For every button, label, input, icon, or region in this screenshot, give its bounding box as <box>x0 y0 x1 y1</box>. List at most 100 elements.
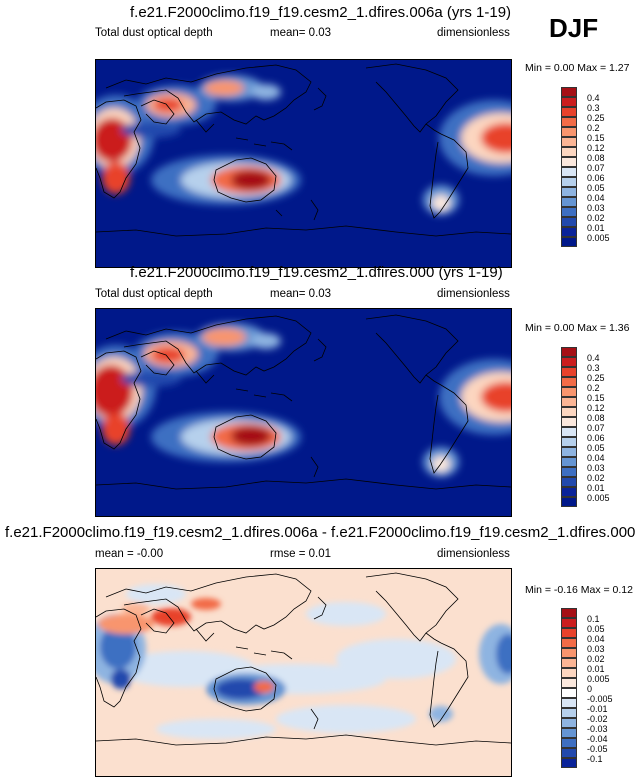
colorbar-tick-label: 0.07 <box>587 423 605 433</box>
colorbar-tick-label: -0.01 <box>587 704 608 714</box>
colorbar-swatch <box>561 377 577 387</box>
colorbar-swatch <box>561 678 577 688</box>
colorbar-tick-label: 0.03 <box>587 463 605 473</box>
colorbar-swatch <box>561 628 577 638</box>
panel2-units-label: dimensionless <box>437 288 510 300</box>
colorbar-tick-label: 0.05 <box>587 624 605 634</box>
panel2-colorbar <box>561 347 577 507</box>
colorbar-tick-label: 0.06 <box>587 433 605 443</box>
panel3-rmse-label: rmse = 0.01 <box>270 548 332 560</box>
colorbar-swatch <box>561 437 577 447</box>
colorbar-swatch <box>561 127 577 137</box>
colorbar-tick-label: 0.12 <box>587 403 605 413</box>
colorbar-swatch <box>561 608 577 618</box>
colorbar-swatch <box>561 457 577 467</box>
colorbar-tick-label: 0.02 <box>587 473 605 483</box>
colorbar-swatch <box>561 718 577 728</box>
colorbar-swatch <box>561 638 577 648</box>
panel2-mean-label: mean= 0.03 <box>270 288 332 300</box>
panel1-title: f.e21.F2000climo.f19_f19.cesm2_1.dfires.… <box>130 4 512 21</box>
panel3-map-svg <box>96 569 511 776</box>
colorbar-swatch <box>561 698 577 708</box>
colorbar-tick-label: 0.4 <box>587 93 600 103</box>
colorbar-swatch <box>561 167 577 177</box>
colorbar-swatch <box>561 177 577 187</box>
colorbar-tick-label: 0 <box>587 684 593 694</box>
colorbar-tick-label: 0.01 <box>587 664 605 674</box>
colorbar-swatch <box>561 227 577 237</box>
panel2-colorbar-labels: 0.4 0.3 0.25 0.2 0.15 0.12 0.08 0.07 0.06 0.05 0.0… <box>587 353 610 503</box>
colorbar-tick-label: 0.05 <box>587 183 605 193</box>
colorbar-tick-label: 0.02 <box>587 213 605 223</box>
panel1-map-svg <box>96 60 511 267</box>
panel1-colorbar-swatches <box>561 87 577 247</box>
colorbar-tick-label: 0.005 <box>587 493 610 503</box>
colorbar-swatch <box>561 237 577 247</box>
colorbar-swatch <box>561 648 577 658</box>
colorbar-tick-label: 0.12 <box>587 143 605 153</box>
colorbar-swatch <box>561 497 577 507</box>
colorbar-tick-label: 0.005 <box>587 674 610 684</box>
colorbar-tick-label: 0.03 <box>587 644 605 654</box>
panel3-title: f.e21.F2000climo.f19_f19.cesm2_1.dfires.… <box>5 524 636 541</box>
colorbar-tick-label: 0.07 <box>587 163 605 173</box>
colorbar-swatch <box>561 397 577 407</box>
season-label: DJF <box>549 13 599 43</box>
colorbar-swatch <box>561 407 577 417</box>
colorbar-tick-label: -0.02 <box>587 714 608 724</box>
panel2-dust-field <box>96 323 511 477</box>
colorbar-swatch <box>561 688 577 698</box>
colorbar-tick-label: 0.08 <box>587 153 605 163</box>
colorbar-tick-label: 0.005 <box>587 233 610 243</box>
panel2-minmax: Min = 0.00 Max = 1.36 <box>525 322 630 334</box>
colorbar-tick-label: 0.15 <box>587 393 605 403</box>
panel2-coastlines <box>96 314 511 490</box>
panel3-mean-label: mean = -0.00 <box>95 548 164 560</box>
colorbar-tick-label: -0.1 <box>587 754 603 764</box>
colorbar-swatch <box>561 447 577 457</box>
colorbar-swatch <box>561 187 577 197</box>
colorbar-tick-label: -0.05 <box>587 744 608 754</box>
colorbar-tick-label: -0.03 <box>587 724 608 734</box>
colorbar-swatch <box>561 367 577 377</box>
panel1-coastlines <box>96 63 511 237</box>
colorbar-swatch <box>561 758 577 768</box>
colorbar-tick-label: 0.04 <box>587 453 605 463</box>
colorbar-swatch <box>561 107 577 117</box>
colorbar-tick-label: 0.2 <box>587 383 600 393</box>
colorbar-tick-label: 0.15 <box>587 133 605 143</box>
colorbar-swatch <box>561 467 577 477</box>
colorbar-swatch <box>561 487 577 497</box>
panel1-colorbar-labels: 0.4 0.3 0.25 0.2 0.15 0.12 0.08 0.07 0.06 0.05 0.0… <box>587 93 610 243</box>
panel1-colorbar <box>561 87 577 247</box>
colorbar-tick-label: 0.1 <box>587 614 600 624</box>
colorbar-swatch <box>561 357 577 367</box>
panel2-map-svg <box>96 309 511 516</box>
colorbar-tick-label: 0.08 <box>587 413 605 423</box>
colorbar-tick-label: 0.25 <box>587 373 605 383</box>
colorbar-tick-label: 0.01 <box>587 483 605 493</box>
colorbar-swatch <box>561 137 577 147</box>
panel3-colorbar-labels: 0.1 0.05 0.04 0.03 0.02 0.01 0.005 0 -0.005 -0.01… <box>587 614 613 764</box>
panel1-dust-field <box>96 75 511 215</box>
colorbar-swatch <box>561 387 577 397</box>
colorbar-swatch <box>561 97 577 107</box>
colorbar-swatch <box>561 347 577 357</box>
panel3-minmax: Min = -0.16 Max = 0.12 <box>525 584 633 596</box>
colorbar-tick-label: 0.25 <box>587 113 605 123</box>
panel3-diff-field <box>96 584 511 739</box>
colorbar-tick-label: 0.3 <box>587 103 600 113</box>
colorbar-tick-label: 0.04 <box>587 634 605 644</box>
panel3-colorbar-swatches <box>561 608 577 768</box>
colorbar-swatch <box>561 658 577 668</box>
colorbar-tick-label: 0.03 <box>587 203 605 213</box>
colorbar-tick-label: 0.2 <box>587 123 600 133</box>
panel3-units-label: dimensionless <box>437 548 510 560</box>
colorbar-tick-label: 0.3 <box>587 363 600 373</box>
colorbar-swatch <box>561 618 577 628</box>
colorbar-swatch <box>561 157 577 167</box>
colorbar-tick-label: -0.005 <box>587 694 613 704</box>
panel3-coastlines <box>96 572 511 746</box>
colorbar-swatch <box>561 87 577 97</box>
colorbar-tick-label: 0.06 <box>587 173 605 183</box>
